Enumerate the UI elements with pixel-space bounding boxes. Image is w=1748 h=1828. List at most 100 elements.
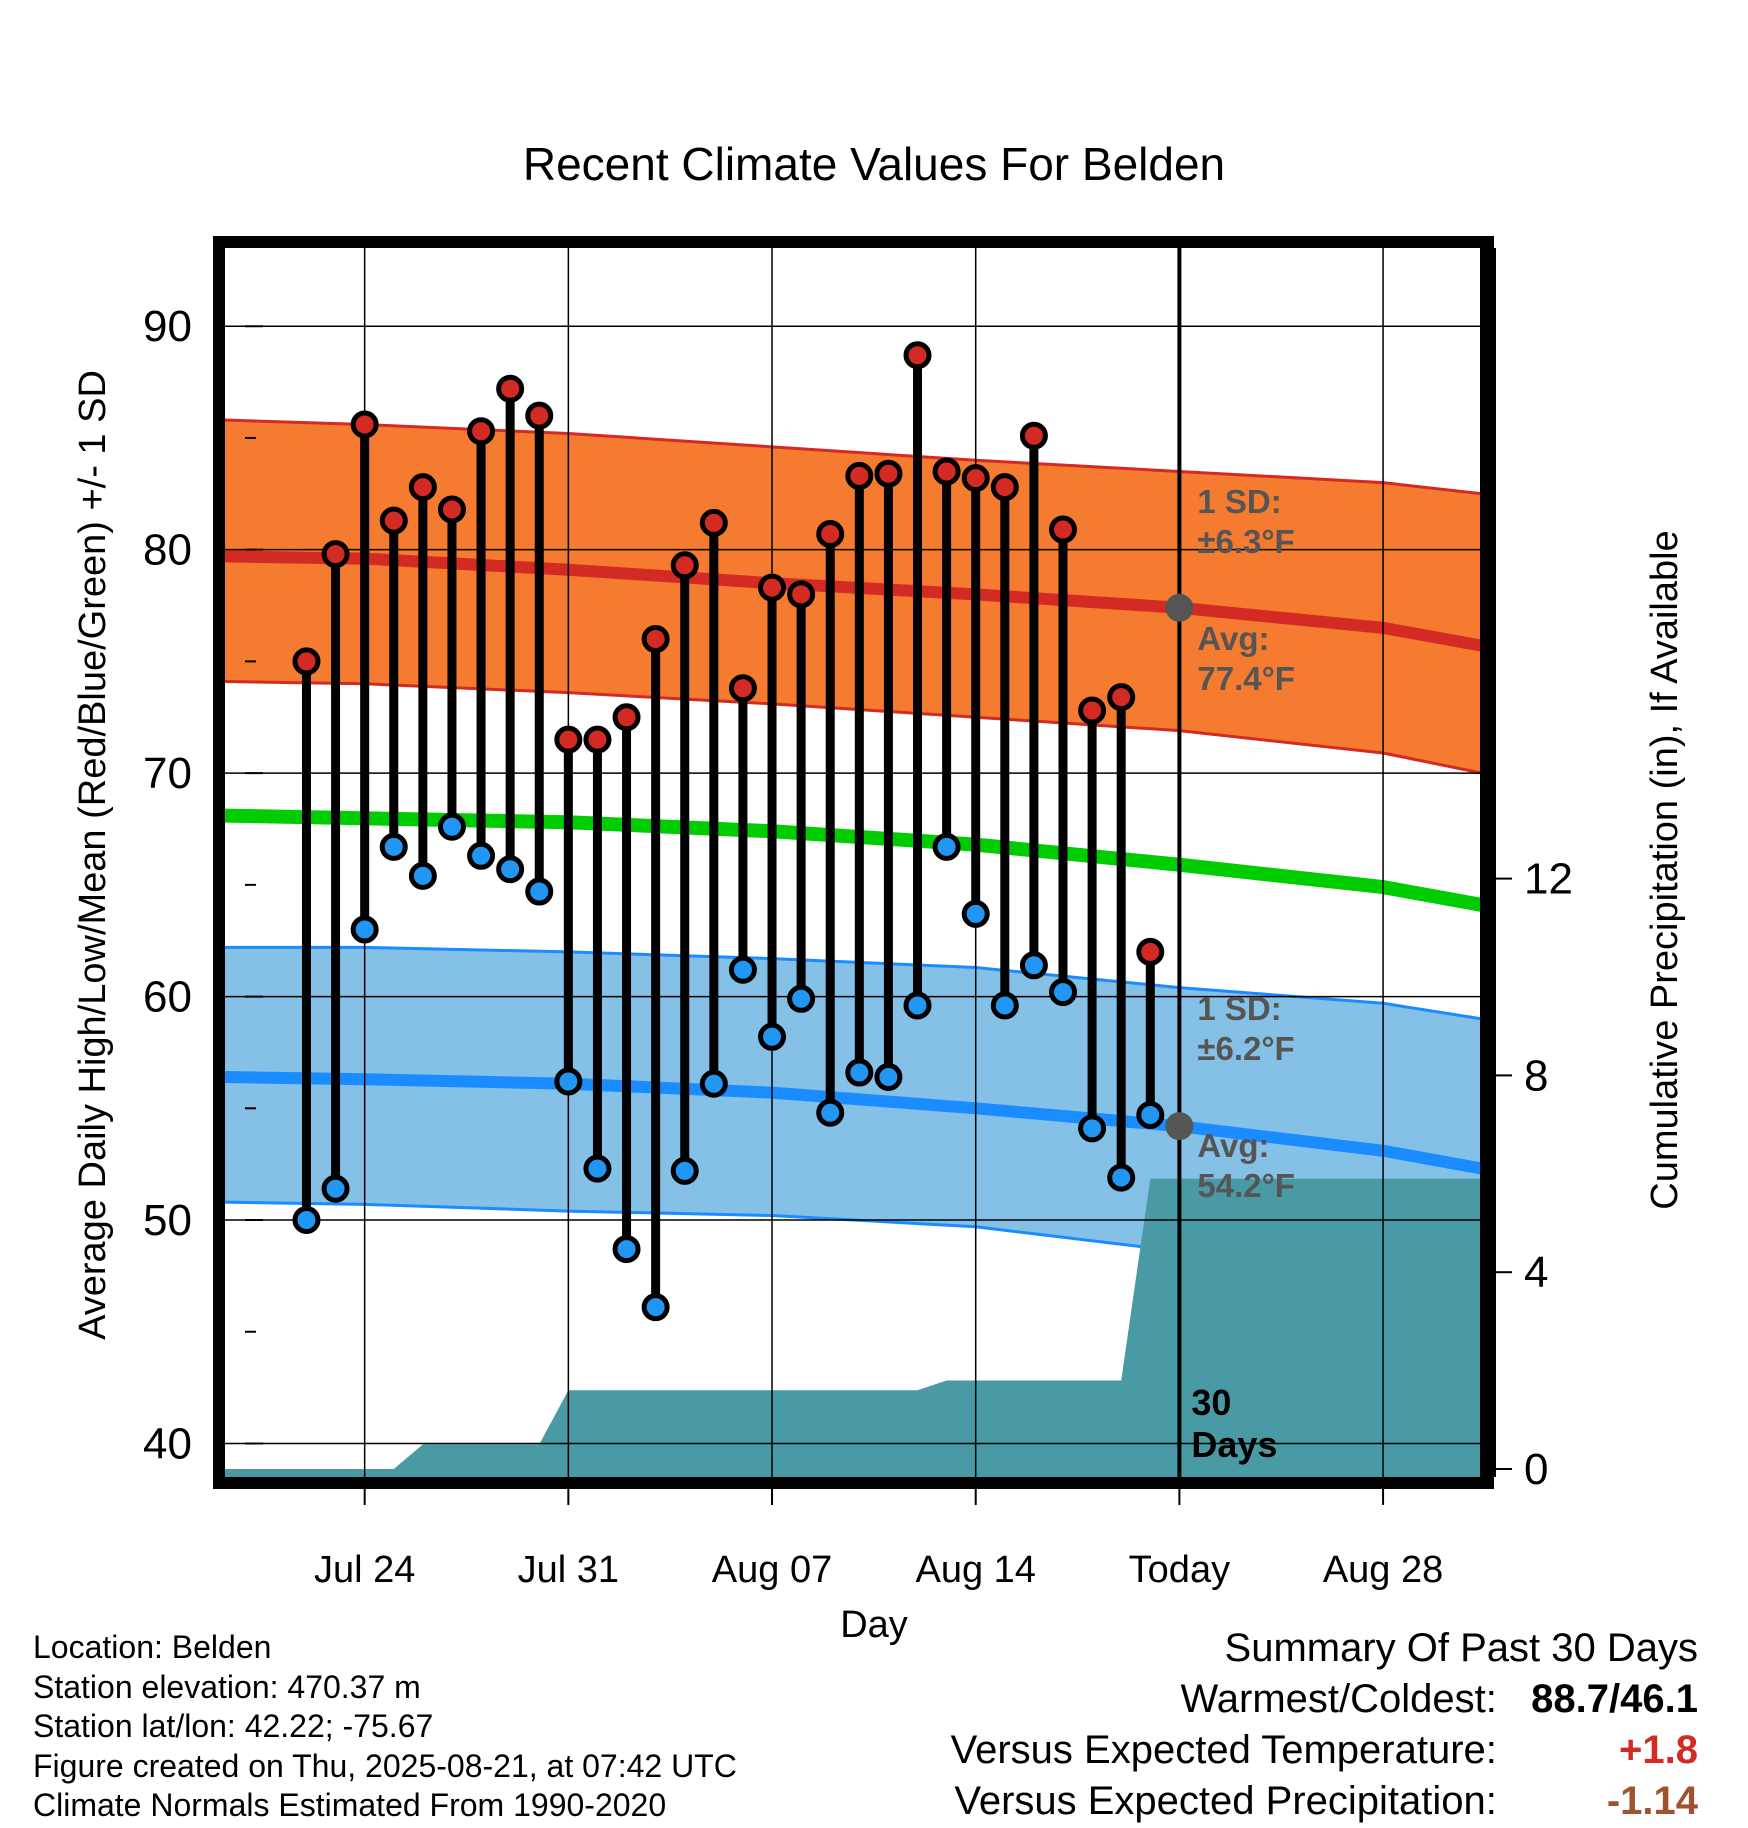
low-sd-annotation-line2: ±6.2°F: [1197, 1030, 1294, 1067]
created-text: Figure created on Thu, 2025-08-21, at 07…: [33, 1747, 737, 1784]
daily-high-point: [758, 573, 787, 602]
daily-low-point: [292, 1206, 321, 1235]
x-tick-label: Aug 07: [712, 1549, 832, 1591]
daily-low-point: [583, 1154, 612, 1183]
daily-low-point: [554, 1067, 583, 1096]
warm-cold-value: 88.7/46.1: [1531, 1677, 1698, 1721]
x-tick-label: Aug 14: [915, 1549, 1035, 1591]
daily-low-point: [845, 1058, 874, 1087]
x-tick-label: Today: [1129, 1549, 1230, 1591]
y-tick-label: 60: [143, 973, 192, 1022]
today-low-avg-marker: [1165, 1112, 1194, 1141]
x-tick-label: Jul 31: [518, 1549, 619, 1591]
mean-line: [225, 808, 1482, 912]
daily-low-point: [932, 832, 961, 861]
daily-high-point: [932, 457, 961, 486]
low-sd-band-upper-edge: [225, 945, 1482, 1021]
low-sd-annotation-line1: 1 SD:: [1197, 990, 1281, 1027]
daily-high-point: [816, 520, 845, 549]
y-tick-label: 70: [143, 749, 192, 798]
plot-inner: [225, 248, 1482, 1477]
daily-low-point: [467, 841, 496, 870]
daily-high-point: [437, 495, 466, 524]
daily-high-point: [379, 506, 408, 535]
normals-text: Climate Normals Estimated From 1990-2020: [33, 1787, 667, 1823]
x-tick-label: Aug 28: [1323, 1549, 1443, 1591]
y2-tick-label: 0: [1524, 1445, 1548, 1494]
daily-low-point: [1078, 1114, 1107, 1143]
y2-tick-label: 4: [1524, 1248, 1548, 1297]
daily-low-point: [670, 1156, 699, 1185]
y2-tick-label: 8: [1524, 1051, 1548, 1100]
daily-high-point: [321, 540, 350, 569]
daily-low-point: [641, 1293, 670, 1322]
daily-high-point: [583, 725, 612, 754]
daily-high-point: [1019, 421, 1048, 450]
summary-temp: Versus Expected Temperature: +1.8: [951, 1725, 1698, 1776]
daily-low-point: [1049, 978, 1077, 1007]
daily-high-point: [1049, 515, 1077, 544]
daily-low-point: [496, 855, 525, 884]
summary-warm-cold: Warmest/Coldest: 88.7/46.1: [951, 1674, 1699, 1725]
daily-low-point: [990, 991, 1019, 1020]
y-tick-label: 50: [143, 1196, 192, 1245]
high-sd-annotation-line2: ±6.3°F: [1197, 523, 1294, 560]
daily-high-point: [728, 674, 757, 703]
low-avg-line: [225, 1071, 1482, 1175]
daily-low-point: [437, 812, 466, 841]
high-sd-band-upper-edge: [225, 418, 1482, 496]
temp-value: +1.8: [1619, 1728, 1698, 1772]
high-avg-line: [225, 550, 1482, 652]
daily-low-point: [379, 832, 408, 861]
daily-low-point: [787, 984, 816, 1013]
daily-low-point: [699, 1069, 728, 1098]
y-tick-label: 90: [143, 302, 192, 351]
y-tick-label: 40: [143, 1419, 192, 1468]
elevation-text: Station elevation: 470.37 m: [33, 1668, 421, 1705]
low-avg-annotation-line1: Avg:: [1197, 1127, 1269, 1164]
summary-panel: Summary Of Past 30 Days Warmest/Coldest:…: [951, 1623, 1698, 1827]
today-high-avg-marker: [1165, 593, 1194, 622]
daily-high-point: [350, 410, 379, 439]
precip-area: [225, 1178, 1482, 1477]
daily-high-point: [641, 625, 670, 654]
high-sd-band-lower-edge: [225, 680, 1482, 775]
window-annotation-line1: 30: [1191, 1382, 1231, 1423]
daily-high-point: [1107, 683, 1136, 712]
daily-low-point: [525, 877, 554, 906]
daily-low-point: [758, 1022, 787, 1051]
daily-high-point: [467, 417, 496, 446]
daily-high-point: [787, 580, 816, 609]
daily-high-point: [612, 703, 641, 732]
latlon-text: Station lat/lon: 42.22; -75.67: [33, 1708, 434, 1744]
daily-low-point: [408, 861, 437, 890]
daily-low-point: [350, 915, 379, 944]
daily-high-point: [1078, 696, 1107, 725]
daily-low-point: [321, 1174, 350, 1203]
daily-low-point: [874, 1063, 903, 1092]
x-axis-label: Day: [840, 1604, 908, 1646]
daily-low-point: [612, 1235, 641, 1264]
high-avg-annotation-line2: 77.4°F: [1197, 660, 1295, 697]
summary-precip: Versus Expected Precipitation: -1.14: [951, 1776, 1698, 1827]
precip-value: -1.14: [1606, 1779, 1698, 1823]
daily-high-point: [990, 473, 1019, 502]
location-text: Location: Belden: [33, 1629, 272, 1665]
daily-low-point: [961, 899, 990, 928]
daily-low-point: [1019, 951, 1048, 980]
plot-frame-right-bar: [1480, 248, 1496, 1477]
y2-tick-label: 12: [1524, 855, 1573, 904]
daily-high-point: [903, 341, 932, 370]
daily-high-point: [845, 461, 874, 490]
summary-title: Summary Of Past 30 Days: [1224, 1626, 1698, 1670]
x-tick-label: Jul 24: [314, 1549, 415, 1591]
daily-high-point: [1136, 937, 1165, 966]
warm-cold-label: Warmest/Coldest:: [1180, 1677, 1497, 1721]
daily-low-point: [728, 955, 757, 984]
high-avg-annotation-line1: Avg:: [1197, 620, 1269, 657]
low-avg-annotation-line2: 54.2°F: [1197, 1167, 1295, 1204]
daily-high-point: [670, 551, 699, 580]
daily-high-point: [292, 647, 321, 676]
